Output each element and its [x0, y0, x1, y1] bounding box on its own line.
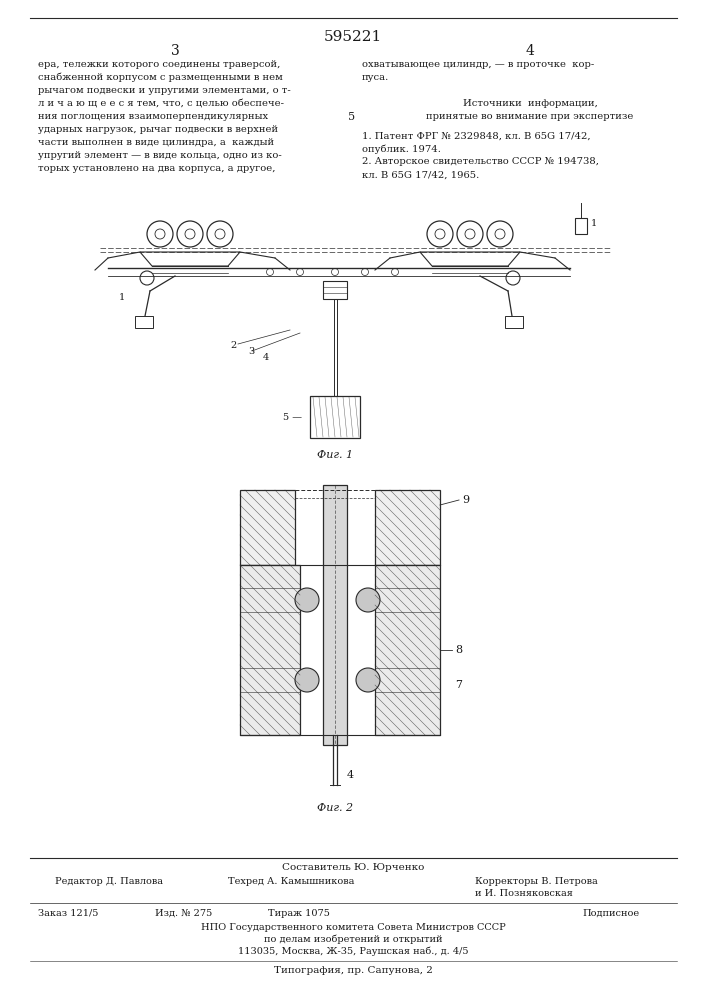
Text: 1. Патент ФРГ № 2329848, кл. В 65G 17/42,: 1. Патент ФРГ № 2329848, кл. В 65G 17/42… [362, 131, 590, 140]
Text: 5: 5 [349, 112, 356, 122]
Bar [575, 218, 587, 234]
Text: Источники  информации,: Источники информации, [462, 99, 597, 108]
Text: 5 —: 5 — [283, 412, 302, 422]
Text: 4: 4 [347, 770, 354, 780]
Circle shape [356, 588, 380, 612]
Text: ера, тележки которого соединены траверсой,: ера, тележки которого соединены траверсо… [38, 60, 281, 69]
Circle shape [295, 588, 319, 612]
Text: по делам изобретений и открытий: по делам изобретений и открытий [264, 935, 443, 944]
Text: 2: 2 [230, 342, 237, 351]
Text: 1: 1 [591, 219, 597, 228]
Bar [240, 490, 295, 565]
Text: Изд. № 275: Изд. № 275 [155, 909, 212, 918]
Bar [375, 490, 440, 565]
Text: 2. Авторское свидетельство СССР № 194738,: 2. Авторское свидетельство СССР № 194738… [362, 157, 599, 166]
Text: Редактор Д. Павлова: Редактор Д. Павлова [55, 877, 163, 886]
Text: Фиг. 2: Фиг. 2 [317, 803, 353, 813]
Text: Техред А. Камышникова: Техред А. Камышникова [228, 877, 354, 886]
Text: 4: 4 [263, 354, 269, 362]
Text: 4: 4 [525, 44, 534, 58]
Text: Фиг. 1: Фиг. 1 [317, 450, 353, 460]
Bar [135, 316, 153, 328]
Text: 7: 7 [455, 680, 462, 690]
Text: ударных нагрузок, рычаг подвески в верхней: ударных нагрузок, рычаг подвески в верхн… [38, 125, 278, 134]
Bar [375, 565, 440, 735]
Text: упругий элемент — в виде кольца, одно из ко-: упругий элемент — в виде кольца, одно из… [38, 151, 282, 160]
Text: НПО Государственного комитета Совета Министров СССР: НПО Государственного комитета Совета Мин… [201, 923, 506, 932]
Text: 595221: 595221 [324, 30, 382, 44]
Text: 3: 3 [170, 44, 180, 58]
Text: Составитель Ю. Юрченко: Составитель Ю. Юрченко [282, 863, 424, 872]
Text: торых установлено на два корпуса, а другое,: торых установлено на два корпуса, а друг… [38, 164, 276, 173]
Text: Заказ 121/5: Заказ 121/5 [38, 909, 98, 918]
Text: Тираж 1075: Тираж 1075 [268, 909, 330, 918]
Text: Корректоры В. Петрова: Корректоры В. Петрова [475, 877, 597, 886]
Text: опублик. 1974.: опублик. 1974. [362, 144, 441, 154]
Text: и И. Позняковская: и И. Позняковская [475, 889, 573, 898]
Text: принятые во внимание при экспертизе: принятые во внимание при экспертизе [426, 112, 633, 121]
Text: рычагом подвески и упругими элементами, о т-: рычагом подвески и упругими элементами, … [38, 86, 291, 95]
Circle shape [356, 668, 380, 692]
Bar [505, 316, 523, 328]
Text: снабженной корпусом с размещенными в нем: снабженной корпусом с размещенными в нем [38, 73, 283, 83]
Text: ния поглощения взаимоперпендикулярных: ния поглощения взаимоперпендикулярных [38, 112, 268, 121]
Bar [310, 396, 360, 438]
Bar [240, 565, 300, 735]
Text: л и ч а ю щ е е с я тем, что, с целью обеспече-: л и ч а ю щ е е с я тем, что, с целью об… [38, 99, 284, 108]
Text: 3: 3 [248, 348, 255, 357]
Text: 1: 1 [119, 294, 125, 302]
Text: 9: 9 [462, 495, 469, 505]
Text: части выполнен в виде цилиндра, а  каждый: части выполнен в виде цилиндра, а каждый [38, 138, 274, 147]
Bar [323, 281, 347, 299]
Text: пуса.: пуса. [362, 73, 390, 82]
Text: 8: 8 [455, 645, 462, 655]
Text: охватывающее цилиндр, — в проточке  кор-: охватывающее цилиндр, — в проточке кор- [362, 60, 595, 69]
Circle shape [295, 668, 319, 692]
Text: кл. В 65G 17/42, 1965.: кл. В 65G 17/42, 1965. [362, 170, 479, 180]
Text: Подписное: Подписное [583, 909, 640, 918]
Text: 113035, Москва, Ж-35, Раушская наб., д. 4/5: 113035, Москва, Ж-35, Раушская наб., д. … [238, 947, 468, 956]
Bar [323, 485, 347, 745]
Text: Типография, пр. Сапунова, 2: Типография, пр. Сапунова, 2 [274, 966, 433, 975]
